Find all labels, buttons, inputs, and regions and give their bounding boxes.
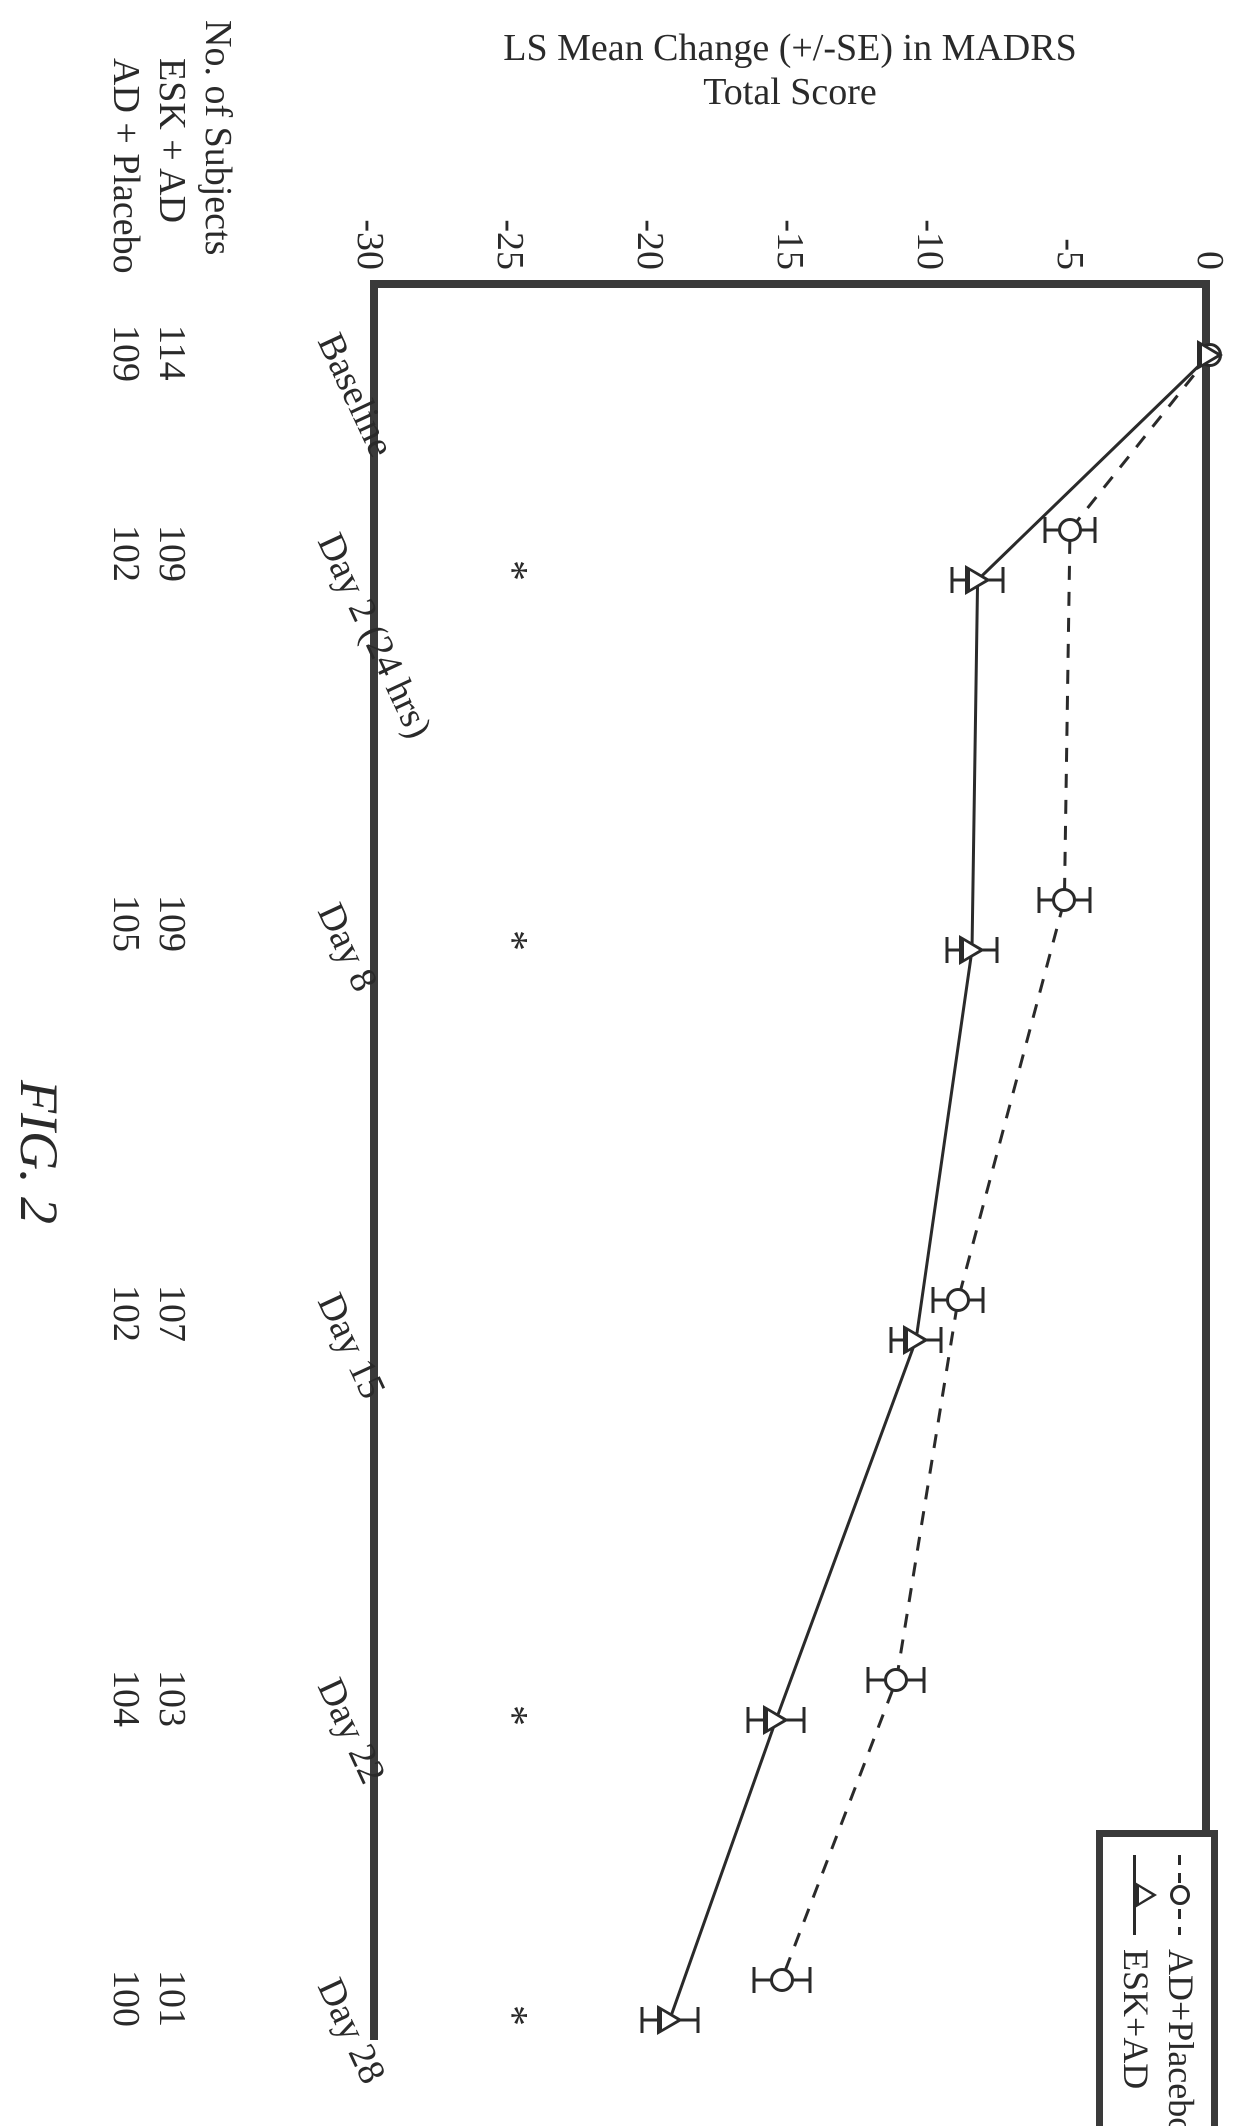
- data-point-esk_ad: [903, 1325, 929, 1355]
- error-cap: [803, 1707, 806, 1733]
- error-cap: [996, 937, 999, 963]
- legend-label: ESK+AD: [1113, 1949, 1158, 2089]
- subjects-row-label: ESK + AD: [150, 58, 194, 223]
- data-point-esk_ad: [657, 2005, 683, 2035]
- subjects-cell: 109: [150, 525, 194, 582]
- data-point-esk_ad: [1197, 340, 1223, 370]
- error-cap: [940, 1327, 943, 1353]
- subjects-cell: 107: [150, 1285, 194, 1342]
- subjects-cell: 105: [104, 895, 148, 952]
- error-cap: [747, 1707, 750, 1733]
- data-point-esk_ad: [965, 565, 991, 595]
- error-cap: [951, 567, 954, 593]
- error-cap: [640, 2007, 643, 2033]
- legend-item-ad_placebo: AD+Placebo: [1158, 1855, 1203, 2126]
- error-cap: [696, 2007, 699, 2033]
- error-cap: [889, 1327, 892, 1353]
- legend-marker: [1171, 1885, 1191, 1905]
- legend-symbol: [1122, 1855, 1150, 1935]
- legend: AD+PlaceboESK+AD: [1096, 1830, 1218, 2126]
- subjects-cell: 114: [150, 325, 194, 381]
- subjects-cell: 104: [104, 1670, 148, 1727]
- series-esk_ad: [0, 0, 1240, 2126]
- subjects-cell: 109: [150, 895, 194, 952]
- subjects-cell: 102: [104, 1285, 148, 1342]
- subjects-cell: 109: [104, 325, 148, 382]
- data-point-esk_ad: [763, 1705, 789, 1735]
- error-cap: [1001, 567, 1004, 593]
- subjects-cell: 103: [150, 1670, 194, 1727]
- legend-label: AD+Placebo: [1158, 1949, 1203, 2126]
- subjects-cell: 101: [150, 1970, 194, 2027]
- subjects-cell: 100: [104, 1970, 148, 2027]
- error-cap: [945, 937, 948, 963]
- data-point-esk_ad: [959, 935, 985, 965]
- subjects-title: No. of Subjects: [196, 20, 240, 255]
- legend-marker: [1136, 1882, 1158, 1908]
- legend-item-esk_ad: ESK+AD: [1113, 1855, 1158, 2126]
- subjects-cell: 102: [104, 525, 148, 582]
- legend-symbol: [1167, 1855, 1195, 1935]
- figure-caption: FIG. 2: [8, 1080, 70, 1224]
- subjects-row-label: AD + Placebo: [104, 58, 148, 274]
